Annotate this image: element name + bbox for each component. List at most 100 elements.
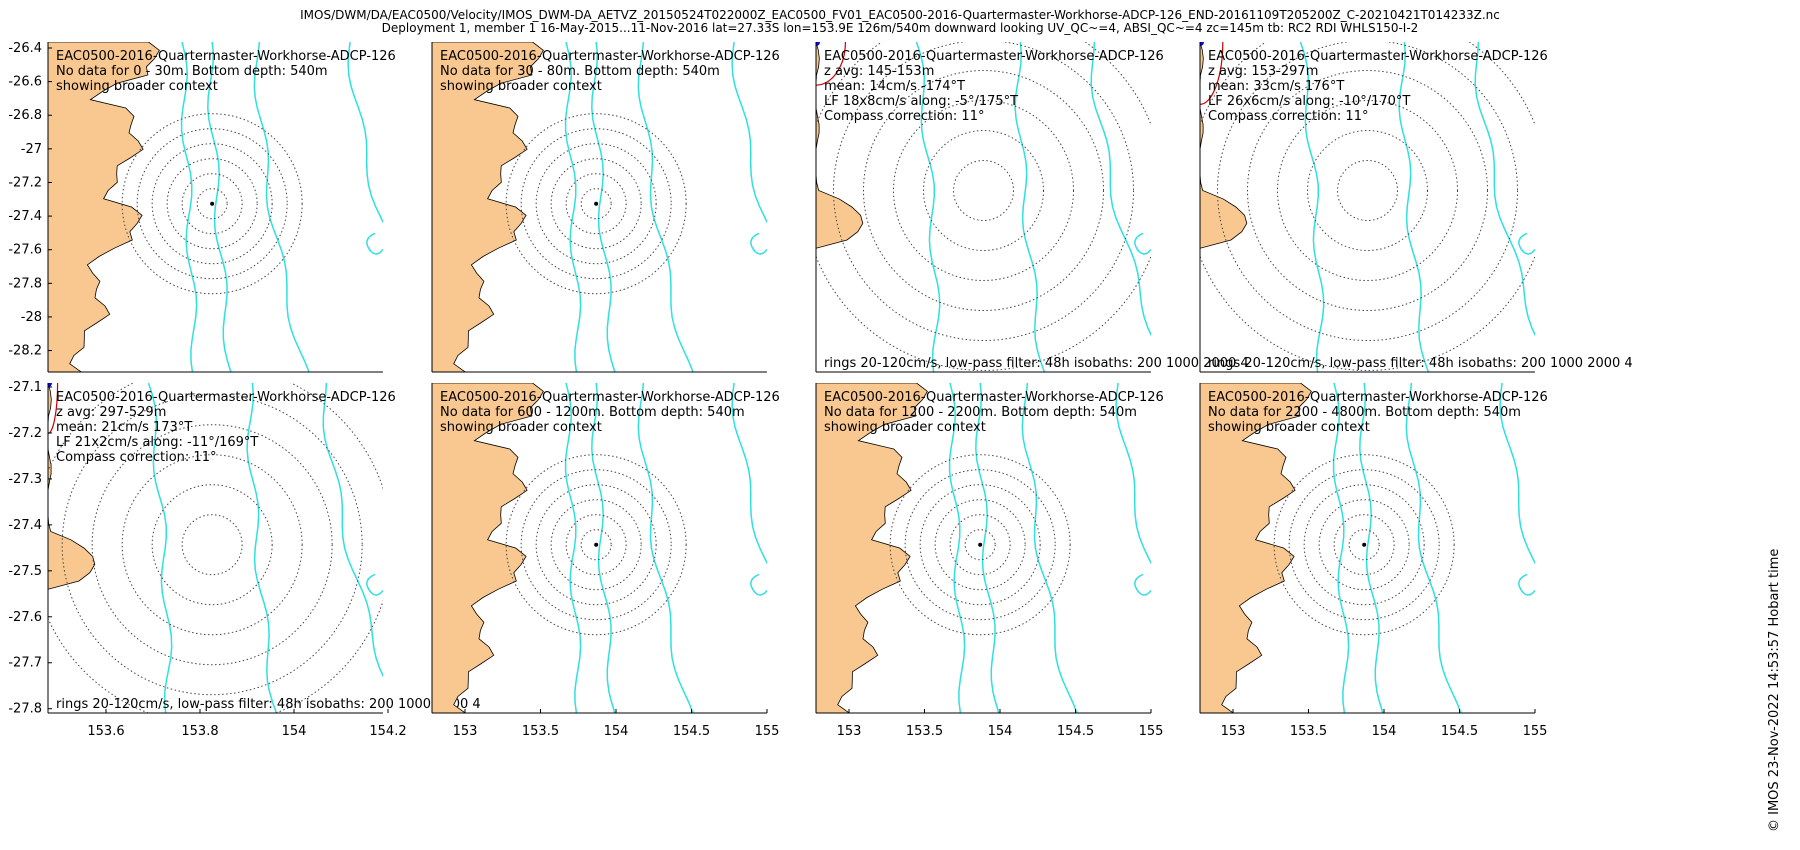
speed-ring <box>121 113 303 295</box>
land-area <box>432 383 544 713</box>
x-tick-label: 155 <box>1523 724 1548 739</box>
panel-footer: rings 20-120cm/s, low-pass filter: 48h i… <box>56 697 481 712</box>
panel-annotation: EAC0500-2016-Quartermaster-Workhorse-ADC… <box>824 390 1164 405</box>
isobath-line <box>948 383 966 713</box>
speed-ring <box>151 484 273 606</box>
panel-annotation: Compass correction: 11° <box>56 450 216 465</box>
isobath-eddy <box>750 232 767 255</box>
y-tick-label: -27.4 <box>8 518 42 533</box>
speed-ring <box>550 499 642 591</box>
isobath-line <box>591 42 616 372</box>
x-tick-label: 154.5 <box>673 724 710 739</box>
x-tick-label: 153.5 <box>522 724 559 739</box>
map-panel: EAC0500-2016-Quartermaster-Workhorse-ADC… <box>1199 42 1633 373</box>
speed-ring <box>505 113 687 295</box>
isobath-line <box>347 42 383 224</box>
isobath-line <box>731 383 767 565</box>
isobath-line <box>1398 42 1430 372</box>
mooring-marker <box>594 201 599 206</box>
y-tick-label: -28.2 <box>8 344 42 359</box>
y-tick-label: -27.5 <box>8 564 42 579</box>
x-tick-label: 153 <box>1221 724 1246 739</box>
panel-annotation: showing broader context <box>440 420 602 435</box>
land-area <box>1200 383 1312 713</box>
y-tick-label: -26.6 <box>8 75 42 90</box>
speed-ring <box>91 424 333 666</box>
isobath-line <box>1115 383 1151 565</box>
mean-velocity-marker <box>1200 42 1204 46</box>
speed-ring <box>893 100 1074 281</box>
y-tick-label: -27.6 <box>8 243 42 258</box>
y-tick-label: -27.4 <box>8 209 42 224</box>
mean-velocity-marker <box>48 383 52 387</box>
x-tick-label: 154 <box>282 724 307 739</box>
isobath-line <box>1359 383 1384 713</box>
mean-velocity-marker <box>816 42 820 46</box>
speed-ring <box>1348 529 1380 561</box>
speed-ring <box>580 529 612 561</box>
isobath-line <box>975 383 1000 713</box>
speed-ring <box>520 128 672 280</box>
map-panel: EAC0500-2016-Quartermaster-Workhorse-ADC… <box>1199 383 1548 739</box>
map-area <box>816 42 1151 372</box>
speed-ring <box>1247 70 1488 311</box>
map-panel: EAC0500-2016-Quartermaster-Workhorse-ADC… <box>431 42 780 373</box>
land-area <box>816 383 928 713</box>
isobath-line <box>637 383 694 713</box>
speed-ring <box>1307 130 1428 251</box>
land-area <box>1200 42 1248 372</box>
isobath-eddy <box>366 573 383 596</box>
speed-ring <box>535 143 657 265</box>
panel-annotation: No data for 30 - 80m. Bottom depth: 540m <box>440 64 720 79</box>
panel-annotation: No data for 600 - 1200m. Bottom depth: 5… <box>440 405 745 420</box>
y-tick-label: -27.6 <box>8 610 42 625</box>
map-area <box>48 42 383 372</box>
speed-ring <box>580 188 612 220</box>
panel-annotation: LF 18x8cm/s along: -5°/175°T <box>824 94 1018 109</box>
speed-ring <box>1318 499 1410 591</box>
y-tick-label: -26.4 <box>8 41 42 56</box>
isobath-line <box>246 383 278 713</box>
panel-annotation: No data for 2200 - 4800m. Bottom depth: … <box>1208 405 1521 420</box>
map-area <box>1200 383 1535 713</box>
speed-ring <box>1337 160 1398 221</box>
y-tick-label: -27.1 <box>8 380 42 395</box>
land-area <box>816 42 864 372</box>
credit-timestamp: © IMOS 23-Nov-2022 14:53:57 Hobart time <box>1767 548 1782 832</box>
speed-ring <box>151 143 273 265</box>
y-tick-label: -27.8 <box>8 276 42 291</box>
isobath-eddy <box>1134 573 1151 596</box>
panel-annotation: z avg: 145-153m <box>824 64 934 79</box>
isobath-eddy <box>1518 232 1535 255</box>
speed-ring <box>565 514 627 576</box>
speed-ring <box>919 484 1041 606</box>
x-tick-label: 153 <box>837 724 862 739</box>
deployment-subtitle: Deployment 1, member 1 16-May-2015...11-… <box>381 21 1419 35</box>
isobath-line <box>1474 42 1535 337</box>
y-tick-label: -27.8 <box>8 702 42 717</box>
panel-annotation: showing broader context <box>1208 420 1370 435</box>
speed-ring <box>535 484 657 606</box>
y-tick-label: -27.3 <box>8 472 42 487</box>
map-panel: EAC0500-2016-Quartermaster-Workhorse-ADC… <box>8 41 396 373</box>
isobath-line <box>147 383 173 713</box>
map-area <box>432 383 767 713</box>
isobath-eddy <box>750 573 767 596</box>
map-area <box>1200 42 1535 372</box>
isobath-line <box>591 383 616 713</box>
speed-ring <box>505 454 687 636</box>
panel-footer: rings 20-120cm/s, low-pass filter: 48h i… <box>1208 356 1633 371</box>
panel-annotation: No data for 1200 - 2200m. Bottom depth: … <box>824 405 1137 420</box>
file-title: IMOS/DWM/DA/EAC0500/Velocity/IMOS_DWM-DA… <box>300 8 1500 22</box>
isobath-line <box>207 42 232 372</box>
panel-annotation: EAC0500-2016-Quartermaster-Workhorse-ADC… <box>440 49 780 64</box>
speed-ring <box>565 173 627 235</box>
mooring-marker <box>210 201 215 206</box>
speed-ring <box>964 529 996 561</box>
isobath-line <box>564 42 582 372</box>
y-tick-label: -26.8 <box>8 108 42 123</box>
mooring-marker <box>978 542 983 547</box>
x-tick-label: 154.2 <box>369 724 406 739</box>
panel-annotation: showing broader context <box>824 420 986 435</box>
